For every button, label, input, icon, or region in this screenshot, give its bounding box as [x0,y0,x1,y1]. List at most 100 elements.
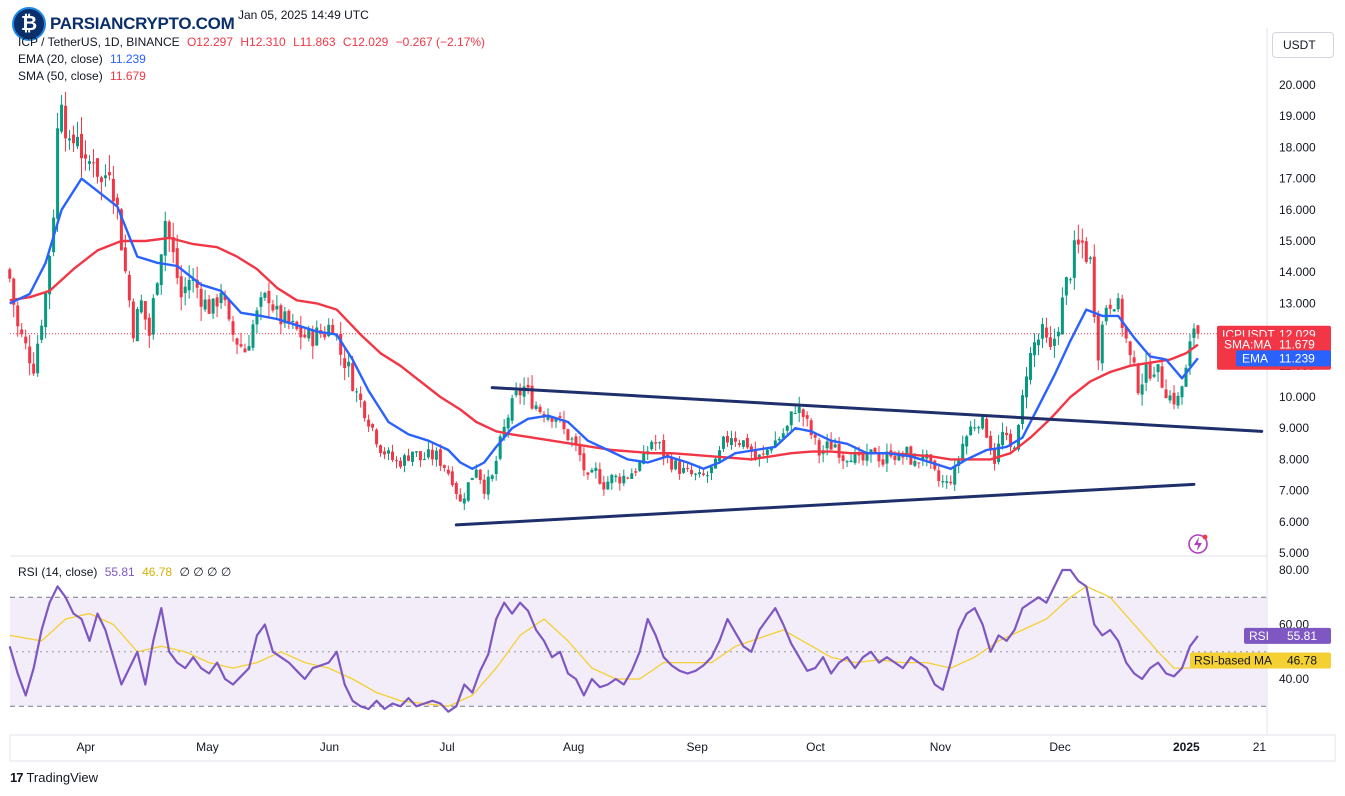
candle-body [1172,392,1176,405]
candle-body [1072,240,1076,278]
candle-body [1044,327,1048,338]
ema-legend[interactable]: EMA (20, close) 11.239 [18,52,150,66]
lightning-icon[interactable] [1186,532,1210,556]
candle-body [590,469,594,473]
candle-body [462,498,466,504]
candle-body [1116,298,1120,310]
candle-body [817,440,821,456]
time-axis-label: Jul [439,740,454,754]
candle-body [949,481,953,484]
candle-body [207,299,211,314]
candle-body [1096,314,1100,361]
candle-body [287,310,291,324]
candle-body [143,301,147,320]
candle-body [1084,241,1088,262]
candle-body [1192,328,1196,338]
rsi-legend[interactable]: RSI (14, close) 55.81 46.78 ∅ ∅ ∅ ∅ [18,565,235,579]
candle-body [574,436,578,446]
price-axis-label: 16.000 [1279,203,1316,217]
candle-body [630,473,634,479]
candle-body [538,406,542,412]
candle-body [650,441,654,450]
candle-body [438,449,442,466]
candle-body [291,320,295,323]
candle-body [307,329,311,339]
candles-group [8,91,1200,511]
candle-body [406,455,410,461]
rsi-ma-badge-label: RSI-based MA [1194,654,1272,668]
candle-body [869,449,873,455]
candle-body [1052,338,1056,346]
price-axis-label: 20.000 [1279,78,1316,92]
candle-body [622,475,626,484]
candle-body [873,448,877,454]
candle-body [486,476,490,495]
candle-body [311,330,315,347]
tradingview-brand[interactable]: 17 TradingView [10,770,98,785]
candle-body [1036,339,1040,346]
candle-body [1164,389,1168,399]
candle-body [279,305,283,325]
candle-body [957,459,961,466]
candle-body [793,412,797,414]
candle-body [1128,341,1132,356]
rsi-badge-value: 55.81 [1287,629,1317,643]
candle-body [941,481,945,483]
symbol-name[interactable]: ICP / TetherUS, 1D, BINANCE [18,35,180,49]
candle-body [363,401,367,419]
candle-body [729,438,733,446]
trendline-lower [454,482,1196,527]
candle-body [678,461,682,474]
candle-body [526,384,530,388]
candle-body [76,136,80,147]
candle-body [594,467,598,471]
candle-body [985,418,989,438]
candle-body [761,453,765,455]
candle-body [1064,277,1068,296]
candle-body [271,304,275,311]
candle-body [877,452,881,462]
candle-body [745,437,749,448]
ohlc-open: O12.297 [186,35,234,49]
candle-body [40,325,44,340]
candle-body [99,177,103,183]
candle-body [103,175,107,179]
price-axis-label: 9.000 [1279,421,1309,435]
candle-body [881,459,885,465]
candle-body [402,455,406,466]
candle-body [682,468,686,473]
candle-body [347,361,351,367]
price-axis-label: 19.000 [1279,109,1316,123]
candle-body [68,138,72,141]
candle-body [929,454,933,462]
symbol-legend[interactable]: ICP / TetherUS, 1D, BINANCE O12.297 H12.… [18,35,489,49]
currency-selector[interactable]: USDT [1272,32,1334,58]
candle-body [355,391,359,393]
candle-body [199,288,203,307]
candle-body [1124,326,1128,339]
time-axis-label: 21 [1253,740,1267,754]
candle-body [56,128,60,219]
rsi-band [10,597,1267,707]
ohlc-change: −0.267 (−2.17%) [395,35,486,49]
candle-body [785,425,789,431]
candle-body [977,427,981,429]
brand-logo: ₿ PARSIANCRYPTO.COM [12,6,243,42]
candle-body [518,389,522,396]
time-axis-label: Dec [1049,740,1070,754]
candle-body [813,434,817,438]
candle-body [183,286,187,294]
sma-legend[interactable]: SMA (50, close) 11.679 [18,69,150,83]
candle-body [395,460,399,462]
candle-body [275,305,279,310]
candle-body [845,461,849,463]
candle-body [725,435,729,443]
candle-body [1144,362,1148,383]
candle-body [885,451,889,464]
candle-body [562,419,566,430]
candle-body [498,436,502,459]
candle-body [159,254,163,286]
candle-body [283,311,287,324]
candle-body [1048,337,1052,347]
